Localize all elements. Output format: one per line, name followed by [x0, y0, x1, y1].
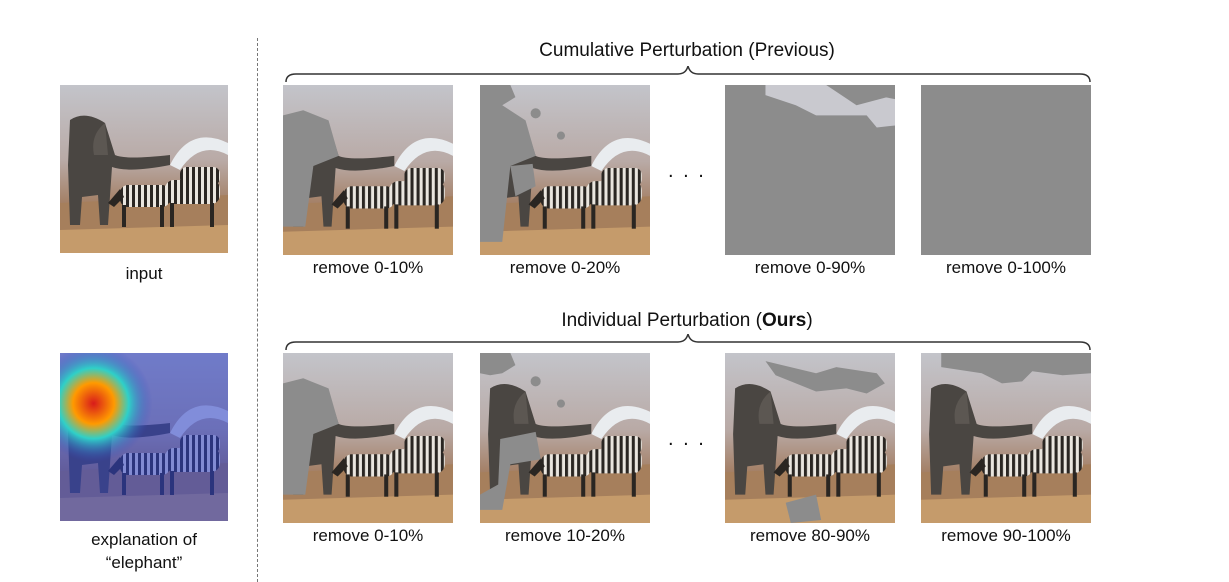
top-image-2	[480, 85, 650, 255]
top-image-4	[921, 85, 1091, 255]
explanation-label-line1: explanation of	[91, 530, 197, 549]
input-image	[60, 85, 228, 253]
bottom-image-4	[921, 353, 1091, 523]
top-label-2: remove 0-20%	[509, 258, 621, 277]
vertical-divider	[257, 38, 258, 582]
top-image-1	[283, 85, 453, 255]
top-image-3	[725, 85, 895, 255]
cumulative-title: Cumulative Perturbation (Previous)	[539, 40, 835, 61]
top-label-1: remove 0-10%	[312, 258, 424, 277]
bottom-label-3: remove 80-90%	[749, 526, 870, 545]
individual-title: Individual Perturbation (Ours)	[286, 310, 1088, 332]
bottom-image-2	[480, 353, 650, 523]
individual-title-prefix: Individual Perturbation (	[561, 310, 762, 331]
individual-title-suffix: )	[806, 310, 813, 331]
bottom-label-1: remove 0-10%	[312, 526, 424, 545]
explanation-label-line2: “elephant”	[105, 553, 183, 572]
bottom-image-1	[283, 353, 453, 523]
cumulative-brace	[285, 66, 1091, 83]
bottom-image-3	[725, 353, 895, 523]
bottom-label-4: remove 90-100%	[941, 526, 1071, 545]
individual-brace	[285, 334, 1091, 351]
top-label-4: remove 0-100%	[945, 258, 1066, 277]
explanation-heatmap-image	[60, 353, 228, 521]
individual-title-bold: Ours	[761, 310, 807, 331]
bottom-ellipsis: . . .	[668, 428, 706, 450]
top-label-3: remove 0-90%	[754, 258, 866, 277]
top-ellipsis: . . .	[668, 160, 706, 182]
bottom-label-2: remove 10-20%	[504, 526, 625, 545]
input-label: input	[125, 264, 163, 283]
